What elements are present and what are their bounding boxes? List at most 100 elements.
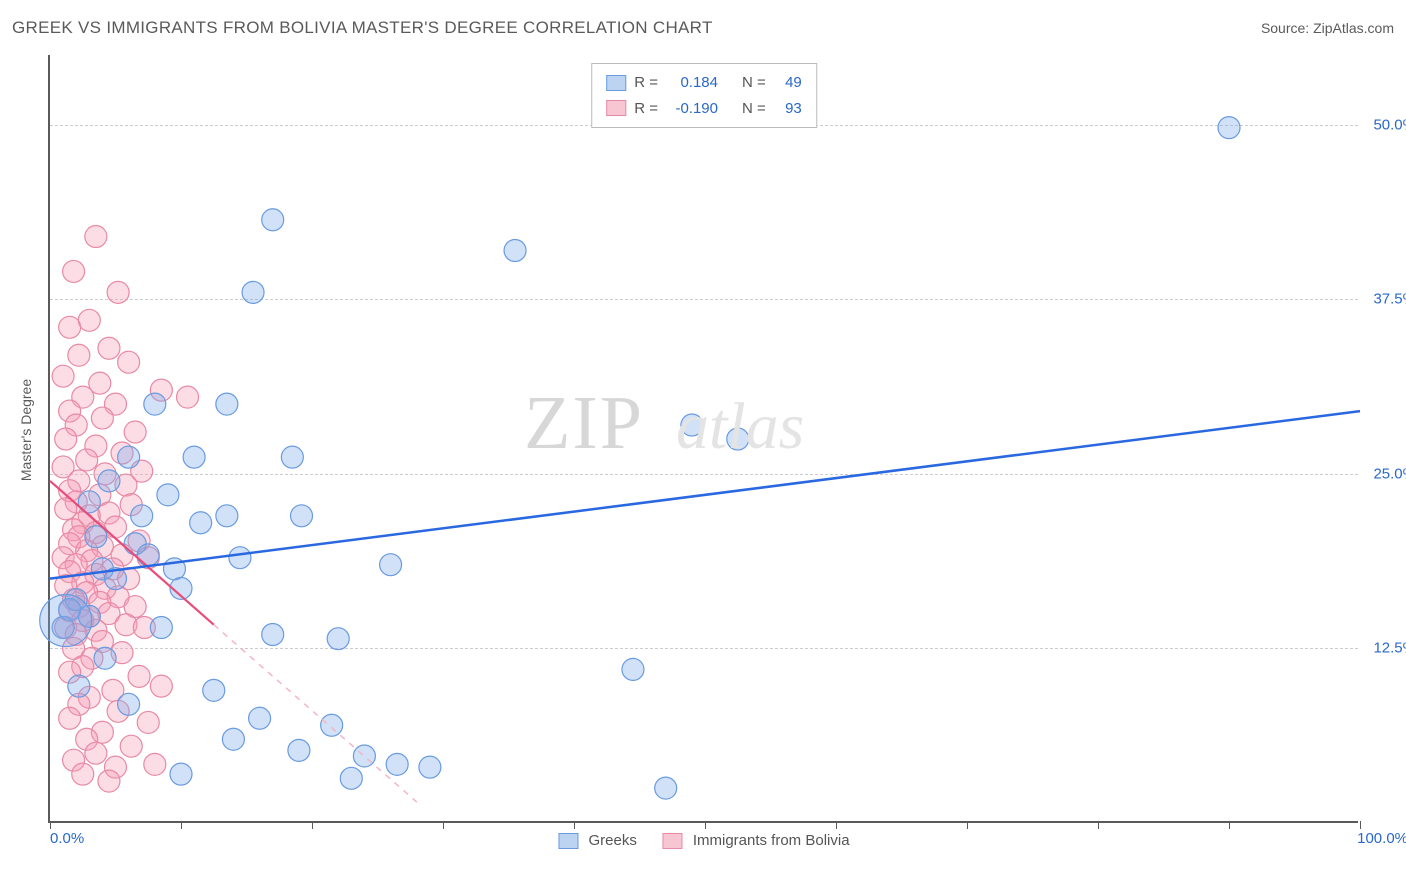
- plot-area: ZIP atlas 12.5%25.0%37.5%50.0% 0.0% 100.…: [48, 55, 1358, 823]
- data-point: [203, 679, 225, 701]
- r-label: R =: [634, 96, 658, 122]
- n-value-greeks: 49: [774, 70, 802, 96]
- trend-line: [214, 625, 417, 802]
- y-axis-label: Master's Degree: [18, 379, 34, 481]
- data-point: [1218, 117, 1240, 139]
- x-tick: [312, 821, 313, 829]
- x-tick: [443, 821, 444, 829]
- data-point: [98, 337, 120, 359]
- data-point: [157, 484, 179, 506]
- x-tick: [967, 821, 968, 829]
- data-point: [321, 714, 343, 736]
- data-point: [222, 728, 244, 750]
- swatch-greeks-icon: [606, 75, 626, 91]
- data-point: [353, 745, 375, 767]
- x-tick-max: 100.0%: [1357, 830, 1406, 847]
- x-tick: [181, 821, 182, 829]
- data-point: [216, 393, 238, 415]
- x-tick-min: 0.0%: [50, 830, 84, 847]
- r-value-greeks: 0.184: [666, 70, 718, 96]
- data-point: [98, 470, 120, 492]
- r-label: R =: [634, 70, 658, 96]
- data-point: [118, 693, 140, 715]
- data-point: [249, 707, 271, 729]
- data-point: [59, 707, 81, 729]
- data-point: [128, 665, 150, 687]
- data-point: [150, 675, 172, 697]
- data-point: [216, 505, 238, 527]
- data-point: [91, 407, 113, 429]
- data-point: [262, 209, 284, 231]
- data-point: [622, 658, 644, 680]
- data-point: [120, 735, 142, 757]
- data-point: [131, 505, 153, 527]
- y-tick-label: 25.0%: [1362, 465, 1406, 482]
- stats-row-bolivia: R = -0.190 N = 93: [606, 96, 802, 122]
- data-point: [94, 647, 116, 669]
- data-point: [105, 516, 127, 538]
- x-tick: [836, 821, 837, 829]
- x-tick: [574, 821, 575, 829]
- data-point: [183, 446, 205, 468]
- data-point: [504, 239, 526, 261]
- data-point: [144, 393, 166, 415]
- y-tick-label: 37.5%: [1362, 291, 1406, 308]
- series-legend: Greeks Immigrants from Bolivia: [558, 832, 849, 849]
- data-point: [386, 753, 408, 775]
- n-label: N =: [742, 96, 766, 122]
- data-point: [68, 675, 90, 697]
- swatch-bolivia-icon: [606, 100, 626, 116]
- data-point: [281, 446, 303, 468]
- data-point: [78, 309, 100, 331]
- data-point: [52, 365, 74, 387]
- scatter-svg: [50, 55, 1358, 821]
- data-point: [68, 344, 90, 366]
- data-point: [118, 446, 140, 468]
- data-point: [291, 505, 313, 527]
- data-point: [124, 421, 146, 443]
- chart-title: GREEK VS IMMIGRANTS FROM BOLIVIA MASTER'…: [12, 18, 713, 38]
- data-point: [727, 428, 749, 450]
- data-point: [63, 260, 85, 282]
- data-point: [118, 351, 140, 373]
- swatch-bolivia-icon: [663, 833, 683, 849]
- data-point: [177, 386, 199, 408]
- trend-line: [50, 411, 1360, 579]
- data-point: [340, 767, 362, 789]
- data-point: [98, 770, 120, 792]
- n-label: N =: [742, 70, 766, 96]
- x-tick: [1098, 821, 1099, 829]
- data-point: [681, 414, 703, 436]
- stats-row-greeks: R = 0.184 N = 49: [606, 70, 802, 96]
- data-point: [655, 777, 677, 799]
- data-point: [190, 512, 212, 534]
- n-value-bolivia: 93: [774, 96, 802, 122]
- data-point: [262, 623, 284, 645]
- legend-label-bolivia: Immigrants from Bolivia: [693, 832, 850, 849]
- data-point: [419, 756, 441, 778]
- data-point: [137, 711, 159, 733]
- data-point: [150, 617, 172, 639]
- r-value-bolivia: -0.190: [666, 96, 718, 122]
- x-tick: [1229, 821, 1230, 829]
- data-point: [288, 739, 310, 761]
- data-point: [85, 226, 107, 248]
- data-point: [170, 763, 192, 785]
- x-tick: [50, 821, 51, 829]
- data-point: [380, 554, 402, 576]
- x-tick: [705, 821, 706, 829]
- y-tick-label: 50.0%: [1362, 116, 1406, 133]
- data-point: [242, 281, 264, 303]
- data-point: [72, 763, 94, 785]
- data-point: [55, 428, 77, 450]
- swatch-greeks-icon: [558, 833, 578, 849]
- data-point: [144, 753, 166, 775]
- data-point: [229, 547, 251, 569]
- data-point: [327, 628, 349, 650]
- data-point: [107, 281, 129, 303]
- stats-legend: R = 0.184 N = 49 R = -0.190 N = 93: [591, 63, 817, 128]
- data-point: [59, 316, 81, 338]
- source-label: Source: ZipAtlas.com: [1261, 20, 1394, 36]
- y-tick-label: 12.5%: [1362, 640, 1406, 657]
- data-point: [85, 742, 107, 764]
